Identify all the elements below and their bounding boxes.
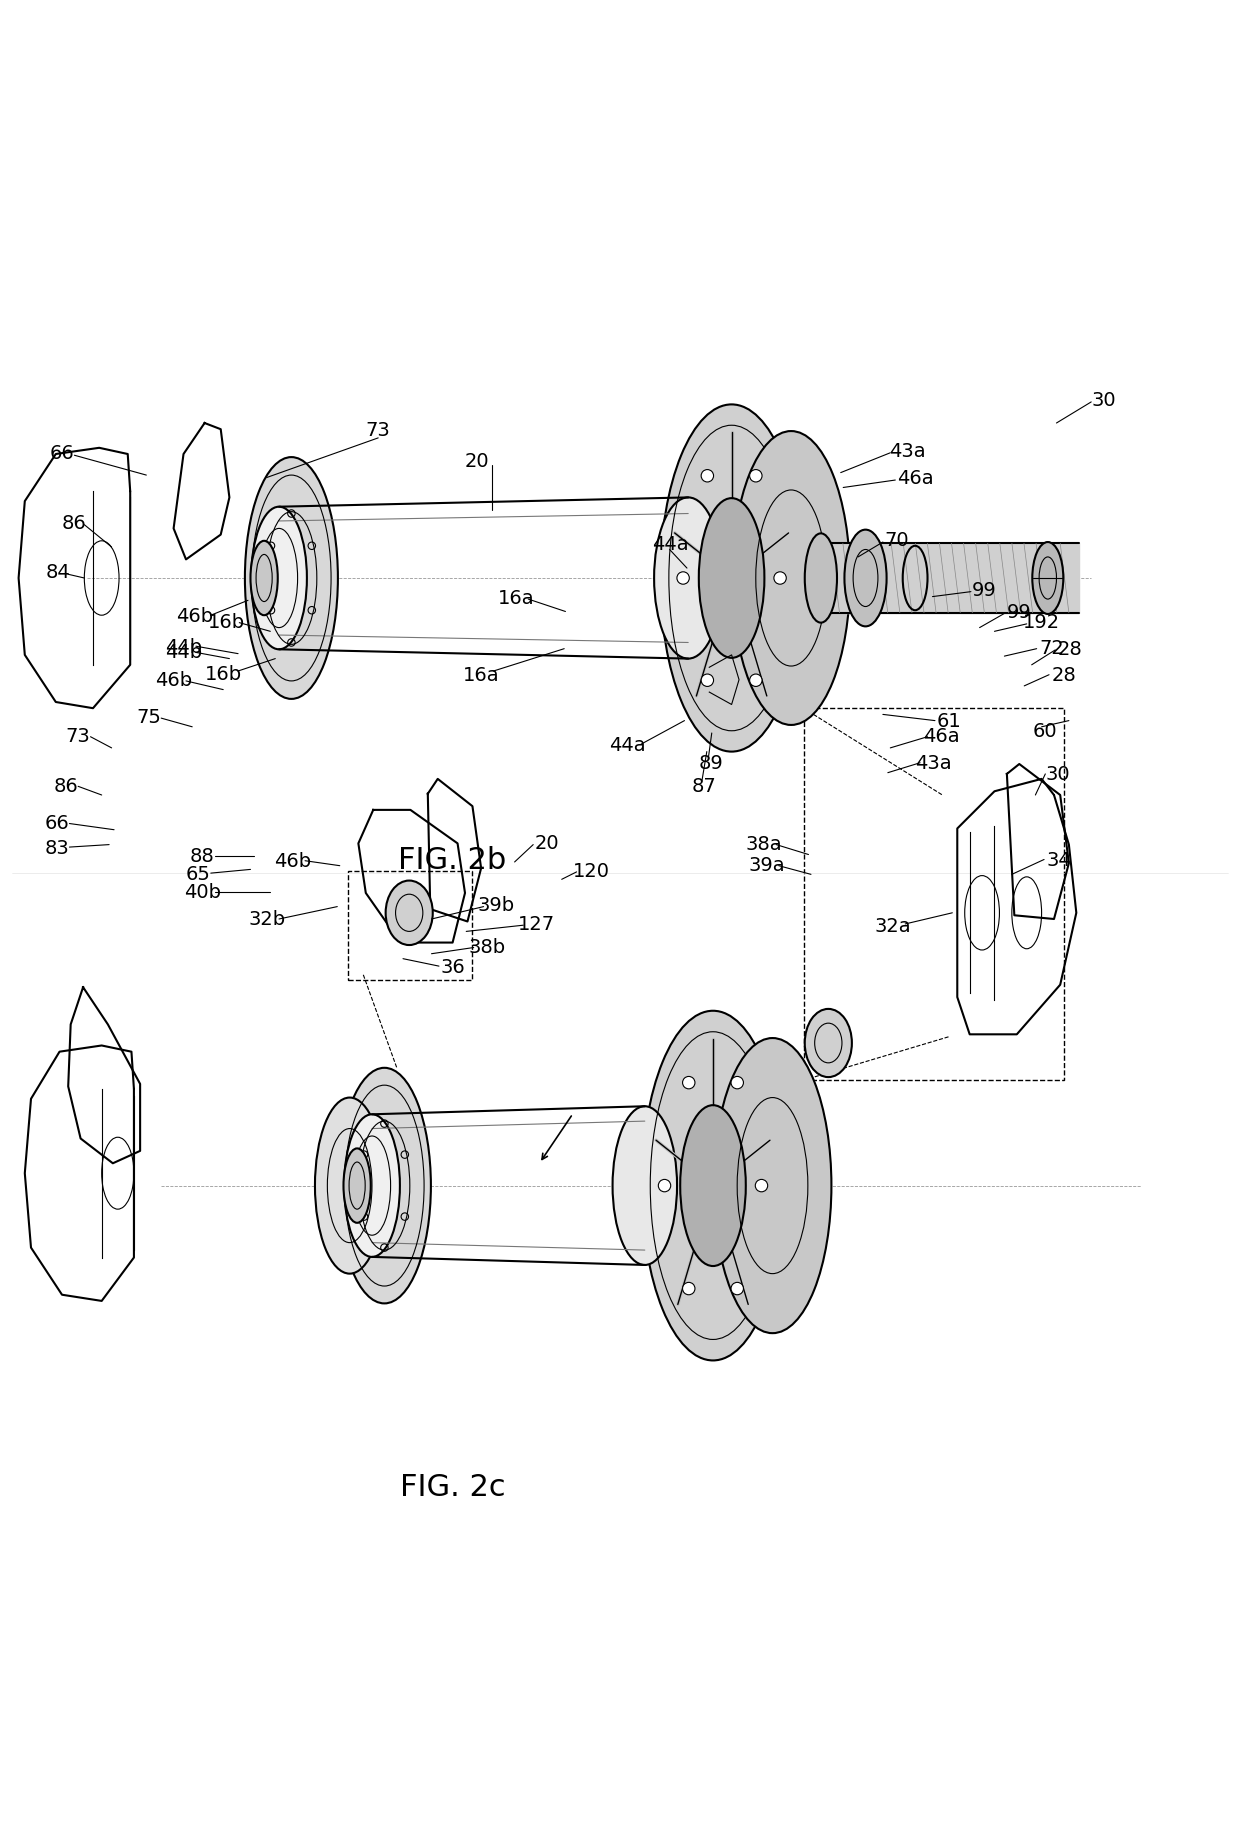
Ellipse shape (732, 432, 851, 726)
Ellipse shape (844, 530, 887, 627)
Text: 127: 127 (518, 916, 556, 934)
Text: 28: 28 (1052, 666, 1076, 684)
Text: 46b: 46b (176, 607, 213, 625)
Bar (804, 708, 1064, 1081)
Text: 65: 65 (186, 864, 211, 883)
Ellipse shape (343, 1149, 371, 1223)
Ellipse shape (732, 1078, 744, 1089)
Text: 83: 83 (45, 839, 69, 857)
Ellipse shape (386, 881, 433, 945)
Text: 43a: 43a (889, 441, 926, 460)
Text: 30: 30 (1045, 765, 1070, 783)
Ellipse shape (714, 1039, 832, 1333)
Text: 38b: 38b (469, 938, 506, 956)
Text: 34: 34 (1047, 850, 1071, 870)
Ellipse shape (681, 1105, 745, 1267)
Ellipse shape (701, 675, 713, 688)
Text: 66: 66 (45, 813, 69, 833)
Text: 28: 28 (1058, 640, 1083, 658)
Text: 16b: 16b (205, 664, 242, 684)
Text: 46a: 46a (897, 469, 934, 487)
Text: 46b: 46b (274, 851, 311, 870)
Text: 75: 75 (136, 708, 161, 726)
Text: 38a: 38a (745, 835, 782, 853)
Text: 61: 61 (936, 712, 961, 730)
Text: 66: 66 (50, 443, 74, 463)
Text: 72: 72 (1039, 638, 1064, 658)
Text: 36: 36 (440, 956, 465, 977)
Ellipse shape (660, 405, 802, 752)
Text: 46b: 46b (155, 671, 192, 690)
Ellipse shape (677, 572, 689, 585)
Text: 70: 70 (884, 531, 909, 550)
Ellipse shape (732, 1282, 744, 1295)
Ellipse shape (774, 572, 786, 585)
Text: FIG. 2b: FIG. 2b (398, 846, 507, 875)
Ellipse shape (682, 1078, 694, 1089)
Ellipse shape (655, 498, 723, 658)
Text: 44a: 44a (609, 736, 646, 754)
Ellipse shape (345, 1114, 399, 1258)
Text: 99: 99 (972, 581, 997, 600)
Text: 84: 84 (46, 563, 71, 581)
Text: 192: 192 (1023, 612, 1060, 631)
Text: 20: 20 (465, 451, 490, 471)
Text: 99: 99 (1007, 603, 1032, 622)
Text: 73: 73 (66, 726, 91, 745)
Ellipse shape (805, 533, 837, 623)
Text: 86: 86 (62, 513, 87, 533)
Text: 120: 120 (573, 862, 610, 881)
Text: 39b: 39b (477, 896, 515, 914)
Ellipse shape (699, 498, 764, 658)
Text: 40b: 40b (184, 883, 221, 901)
Text: 88: 88 (190, 846, 215, 866)
Text: 73: 73 (366, 421, 391, 440)
Ellipse shape (682, 1282, 694, 1295)
Bar (348, 872, 472, 980)
Text: 16a: 16a (463, 666, 500, 684)
Ellipse shape (250, 508, 306, 649)
Ellipse shape (701, 471, 713, 482)
Text: 20: 20 (534, 833, 559, 851)
Text: 86: 86 (53, 776, 78, 794)
Ellipse shape (250, 541, 278, 616)
Text: FIG. 2c: FIG. 2c (399, 1473, 506, 1502)
Text: 32a: 32a (874, 916, 911, 936)
Ellipse shape (315, 1098, 384, 1274)
Ellipse shape (805, 1010, 852, 1078)
Text: 32b: 32b (248, 910, 285, 929)
Ellipse shape (613, 1107, 677, 1265)
Text: 16b: 16b (208, 612, 246, 631)
Text: 43a: 43a (915, 754, 952, 772)
Ellipse shape (755, 1181, 768, 1192)
Ellipse shape (658, 1181, 671, 1192)
Text: 60: 60 (1033, 721, 1058, 741)
Text: 46a: 46a (923, 726, 960, 745)
Text: 44b: 44b (165, 638, 202, 657)
Text: 89: 89 (698, 754, 723, 772)
Ellipse shape (337, 1068, 432, 1304)
Ellipse shape (642, 1011, 785, 1361)
Text: 44b: 44b (165, 642, 202, 662)
Text: 39a: 39a (748, 855, 785, 875)
Ellipse shape (244, 458, 337, 699)
Text: 87: 87 (692, 776, 717, 794)
Text: 30: 30 (1091, 390, 1116, 410)
Ellipse shape (750, 675, 763, 688)
Text: 44a: 44a (652, 535, 689, 554)
Ellipse shape (750, 471, 763, 482)
Text: 16a: 16a (497, 588, 534, 609)
Ellipse shape (1032, 543, 1063, 614)
